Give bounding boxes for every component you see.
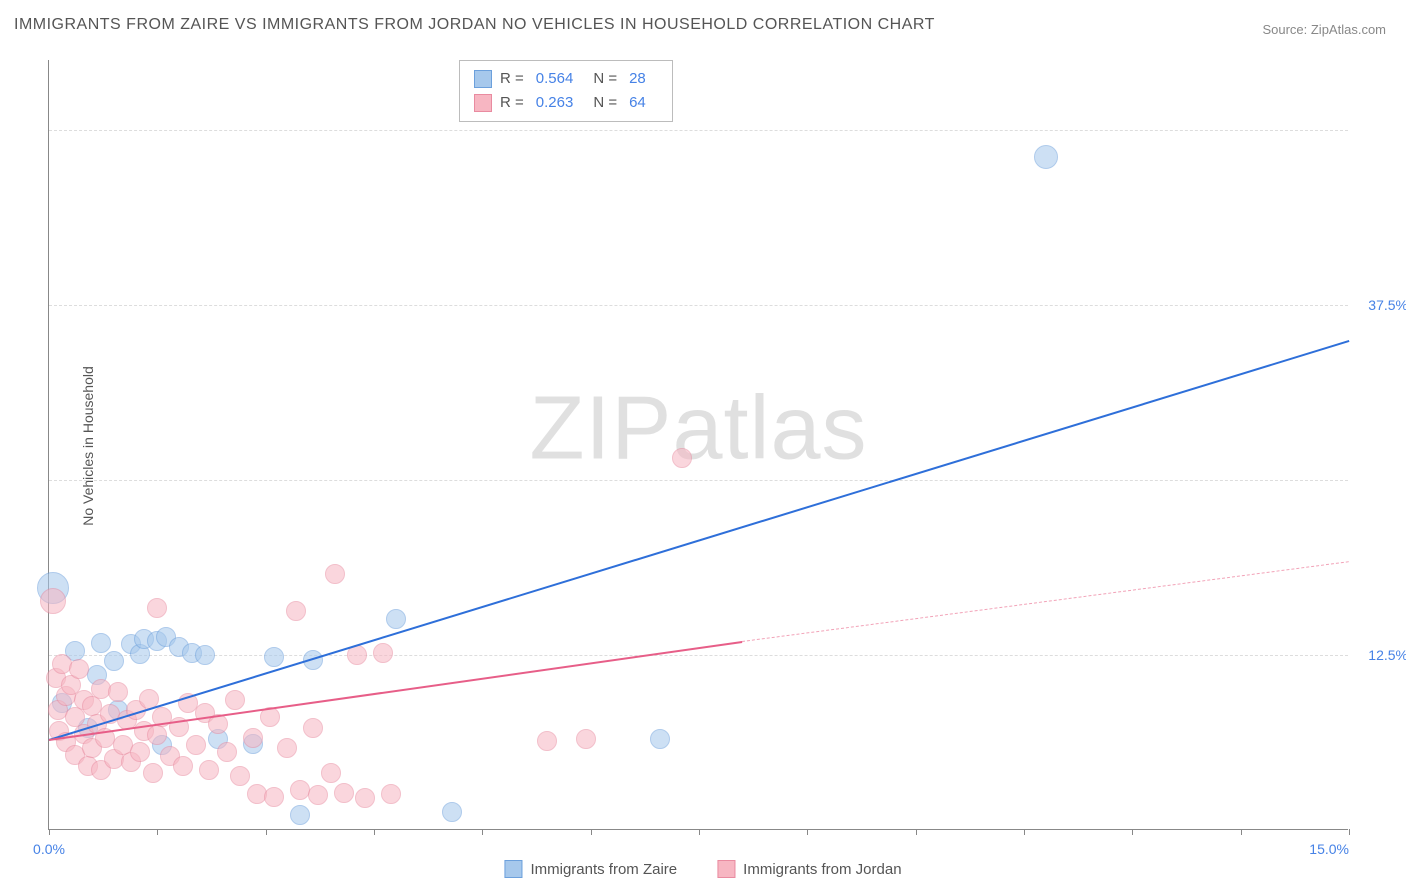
series1-name: Immigrants from Zaire [530,861,677,878]
scatter-point [576,729,596,749]
scatter-point [69,659,89,679]
watermark-zip: ZIP [529,379,672,479]
correlation-legend: R = 0.564 N = 28 R = 0.263 N = 64 [459,60,673,122]
scatter-point [308,785,328,805]
x-tick-mark [266,829,267,835]
scatter-point [386,609,406,629]
scatter-point [104,651,124,671]
legend-row-series2: R = 0.263 N = 64 [474,91,658,115]
scatter-point [355,788,375,808]
scatter-point [264,787,284,807]
chart-title: IMMIGRANTS FROM ZAIRE VS IMMIGRANTS FROM… [14,16,935,34]
gridline-horizontal [49,130,1348,131]
r-label-1: R = [500,67,524,91]
y-tick-label: 12.5% [1368,647,1406,663]
x-tick-mark [807,829,808,835]
x-tick-mark [1132,829,1133,835]
r-value-2: 0.263 [536,91,574,115]
y-tick-label: 37.5% [1368,297,1406,313]
n-value-2: 64 [629,91,646,115]
x-tick-label: 0.0% [33,841,65,857]
scatter-point [650,729,670,749]
scatter-point [143,763,163,783]
r-label-2: R = [500,91,524,115]
legend-swatch-series1 [474,70,492,88]
scatter-point [91,633,111,653]
x-tick-mark [1349,829,1350,835]
scatter-point [195,645,215,665]
legend-item-series1: Immigrants from Zaire [504,860,677,878]
scatter-point [186,735,206,755]
scatter-point [230,766,250,786]
scatter-point [672,448,692,468]
legend-swatch-bottom-1 [504,860,522,878]
scatter-point [1034,145,1058,169]
scatter-point [225,690,245,710]
x-tick-mark [1024,829,1025,835]
x-tick-mark [49,829,50,835]
x-tick-mark [374,829,375,835]
legend-item-series2: Immigrants from Jordan [717,860,901,878]
scatter-point [290,805,310,825]
gridline-horizontal [49,480,1348,481]
gridline-horizontal [49,655,1348,656]
x-tick-mark [916,829,917,835]
scatter-point [277,738,297,758]
scatter-point [325,564,345,584]
scatter-point [537,731,557,751]
scatter-point [303,718,323,738]
watermark: ZIPatlas [529,378,867,481]
n-label-1: N = [593,67,617,91]
plot-area: ZIPatlas R = 0.564 N = 28 R = 0.263 N = … [48,60,1348,830]
x-tick-mark [1241,829,1242,835]
n-value-1: 28 [629,67,646,91]
scatter-point [321,763,341,783]
series2-name: Immigrants from Jordan [743,861,901,878]
x-tick-mark [482,829,483,835]
watermark-atlas: atlas [672,379,867,479]
scatter-point [217,742,237,762]
n-label-2: N = [593,91,617,115]
trend-line [49,340,1350,741]
gridline-horizontal [49,305,1348,306]
scatter-point [334,783,354,803]
scatter-point [108,682,128,702]
scatter-point [40,588,66,614]
scatter-point [442,802,462,822]
scatter-point [373,643,393,663]
scatter-point [381,784,401,804]
series-legend: Immigrants from Zaire Immigrants from Jo… [504,860,901,878]
scatter-point [147,598,167,618]
x-tick-mark [157,829,158,835]
legend-swatch-series2 [474,94,492,112]
scatter-point [286,601,306,621]
legend-row-series1: R = 0.564 N = 28 [474,67,658,91]
r-value-1: 0.564 [536,67,574,91]
scatter-point [243,728,263,748]
scatter-point [173,756,193,776]
source-attribution: Source: ZipAtlas.com [1262,22,1386,37]
x-tick-mark [591,829,592,835]
scatter-point [147,725,167,745]
x-tick-label: 15.0% [1309,841,1349,857]
scatter-point [264,647,284,667]
scatter-point [199,760,219,780]
scatter-point [130,742,150,762]
trend-line-extrapolated [742,561,1349,642]
legend-swatch-bottom-2 [717,860,735,878]
x-tick-mark [699,829,700,835]
